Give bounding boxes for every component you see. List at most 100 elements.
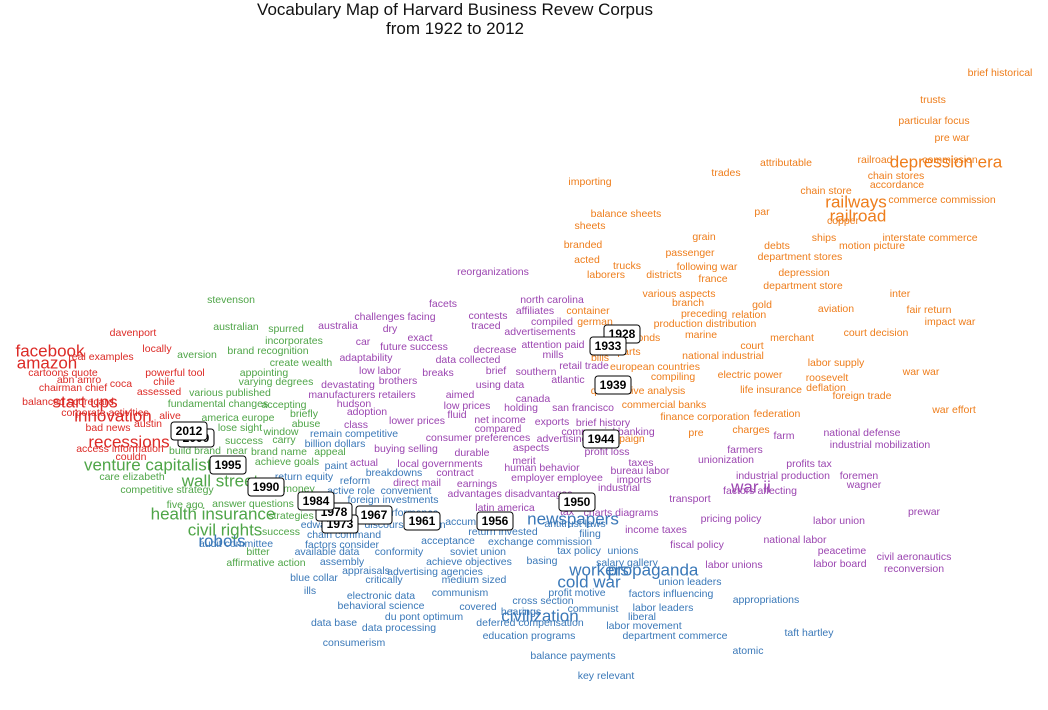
word-label: foreign investments <box>347 494 438 506</box>
word-label: direct mail <box>393 477 441 489</box>
word-label: par <box>754 206 770 218</box>
word-label: following war <box>677 261 738 273</box>
word-label: districts <box>646 269 682 281</box>
word-label: motion picture <box>839 240 905 252</box>
word-label: brief <box>486 365 507 377</box>
word-label: briefly <box>290 408 319 420</box>
word-label: innovation <box>74 407 152 426</box>
year-marker-label: 2012 <box>176 424 203 438</box>
word-label: branch <box>672 297 704 309</box>
word-label: manufacturers retailers <box>308 389 415 401</box>
word-label: newspapers <box>527 510 619 529</box>
word-label: advertising agencies <box>387 566 483 578</box>
word-label: labor leaders <box>633 602 694 614</box>
word-label: using data <box>476 379 525 391</box>
word-label: importing <box>568 176 611 188</box>
word-label: branded <box>564 239 603 251</box>
word-label: compared <box>475 423 522 435</box>
word-label: consumer preferences <box>426 432 530 444</box>
word-label: factors influencing <box>629 588 714 600</box>
word-label: varying degrees <box>239 376 314 388</box>
word-label: various published <box>189 387 271 399</box>
word-label: depression era <box>890 153 1003 172</box>
word-label: dry <box>383 323 398 335</box>
word-label: brand name <box>251 446 307 458</box>
word-label: salary gallery <box>596 557 659 569</box>
word-label: roosevelt <box>806 372 849 384</box>
word-label: advantages disadvantages <box>448 488 573 500</box>
word-label: department commerce <box>622 630 727 642</box>
year-marker-box <box>247 477 285 497</box>
word-label: brothers <box>379 375 418 387</box>
word-label: labor union <box>813 515 865 527</box>
year-marker: 1984 <box>297 491 335 511</box>
word-label: compiling <box>651 371 696 383</box>
word-label: remain competitive <box>310 428 398 440</box>
word-label: electronic data <box>347 590 415 602</box>
word-label: factors consider <box>305 539 380 551</box>
word-label: real examples <box>68 351 133 363</box>
word-label: laborers <box>587 269 625 281</box>
year-marker-box <box>558 492 596 512</box>
word-label: class <box>344 419 368 431</box>
word-label: civil rights <box>188 521 263 540</box>
word-label: strategies <box>268 510 314 522</box>
word-label: blue collar <box>290 572 338 584</box>
word-label: chain store <box>800 185 852 197</box>
word-label: accepting <box>262 399 307 411</box>
year-marker-box <box>297 491 335 511</box>
year-marker: 1933 <box>589 336 627 356</box>
word-label: war war <box>902 366 940 378</box>
word-label: care elizabeth <box>99 471 165 483</box>
word-label: compiled <box>531 316 573 328</box>
word-label: local governments <box>397 458 482 470</box>
word-label: bad news <box>86 422 131 434</box>
word-label: gold <box>752 299 772 311</box>
word-label: wagner <box>846 479 882 491</box>
word-label: impact war <box>925 316 976 328</box>
word-label: ships <box>812 232 837 244</box>
word-label: france <box>698 273 727 285</box>
word-label: start ups <box>52 393 117 412</box>
word-label: brief historical <box>968 67 1033 79</box>
word-label: data processing <box>362 622 436 634</box>
word-label: attributable <box>760 157 812 169</box>
year-marker: 1939 <box>594 375 632 395</box>
word-label: department stores <box>758 251 843 263</box>
word-label: interstate commerce <box>882 232 977 244</box>
word-label: merchant <box>770 332 814 344</box>
year-marker-box <box>589 336 627 356</box>
year-marker: 1995 <box>209 455 247 475</box>
word-label: alive <box>159 410 181 422</box>
word-label: particular focus <box>898 115 969 127</box>
word-label: taxes <box>628 457 653 469</box>
word-label: fundamental changes <box>168 398 268 410</box>
word-label: australia <box>318 320 358 332</box>
word-label: ills <box>304 585 316 597</box>
year-marker: 1950 <box>558 492 596 512</box>
word-label: earnings <box>457 478 497 490</box>
year-marker-label: 1984 <box>303 494 330 508</box>
word-label: canada <box>516 393 551 405</box>
word-label: soviet union <box>450 546 506 558</box>
word-label: basing <box>527 555 558 567</box>
word-label: foreign trade <box>833 390 892 402</box>
word-label: success <box>225 435 263 447</box>
year-marker-box <box>170 421 208 441</box>
word-label: cold war <box>557 573 621 592</box>
word-label: du pont optimum <box>385 611 463 623</box>
word-label: active role <box>327 485 375 497</box>
word-label: return equity <box>275 471 334 483</box>
word-label: labor unions <box>705 559 762 571</box>
word-label: preceding <box>681 308 727 320</box>
word-label: cross section <box>512 595 573 607</box>
word-label: facets <box>429 298 457 310</box>
word-label: advertising <box>537 433 588 445</box>
word-label: bitter <box>246 546 270 558</box>
word-label: paint <box>325 460 348 472</box>
word-label: merit <box>512 455 535 467</box>
word-label: america europe <box>202 412 275 424</box>
word-label: adaptability <box>339 352 393 364</box>
word-label: marine <box>685 329 717 341</box>
